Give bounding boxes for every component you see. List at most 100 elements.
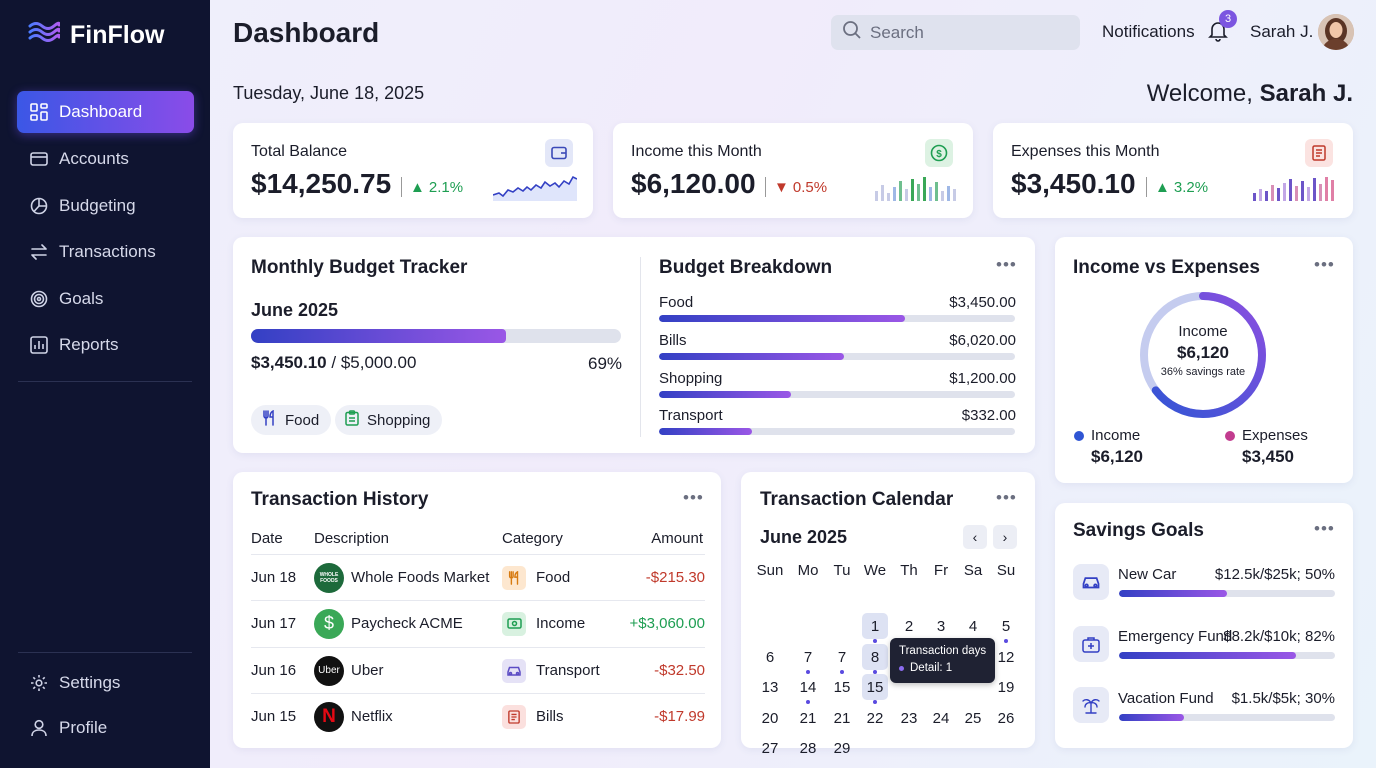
row-date: Jun 15 bbox=[251, 708, 297, 725]
more-menu-icon[interactable]: ••• bbox=[683, 488, 704, 507]
stat-divider bbox=[401, 177, 402, 197]
calendar-day[interactable]: 19 bbox=[997, 678, 1015, 696]
legend-label: Income bbox=[1091, 427, 1141, 444]
calendar-day[interactable]: 6 bbox=[765, 648, 775, 666]
calendar-day[interactable]: 15 bbox=[833, 678, 851, 696]
calendar-day[interactable]: 5 bbox=[1001, 617, 1011, 635]
more-menu-icon[interactable]: ••• bbox=[1314, 519, 1335, 538]
more-menu-icon[interactable]: ••• bbox=[996, 255, 1017, 274]
pie-icon bbox=[29, 196, 49, 216]
calendar-day[interactable]: 23 bbox=[900, 709, 918, 727]
tooltip-detail: Detail: 1 bbox=[910, 662, 953, 674]
budget-progress-fill bbox=[251, 329, 507, 343]
legend-value: $6,120 bbox=[1091, 447, 1143, 466]
tag-shopping[interactable]: Shopping bbox=[335, 405, 443, 435]
balance-sparkline bbox=[493, 175, 577, 201]
breakdown-bar bbox=[659, 353, 1015, 360]
cash-icon bbox=[502, 611, 526, 636]
sidebar-item-reports[interactable]: Reports bbox=[17, 324, 194, 366]
calendar-day[interactable]: 24 bbox=[932, 709, 950, 727]
sidebar-item-profile[interactable]: Profile bbox=[17, 707, 194, 749]
stat-card-expenses[interactable]: Expenses this Month $3,450.10 ▲ 3.2% bbox=[993, 123, 1353, 218]
sidebar-item-transactions[interactable]: Transactions bbox=[17, 231, 194, 273]
more-menu-icon[interactable]: ••• bbox=[1314, 255, 1335, 274]
sidebar-item-settings[interactable]: Settings bbox=[17, 662, 194, 704]
calendar-day[interactable]: 8 bbox=[862, 644, 888, 670]
transaction-dot bbox=[806, 700, 810, 704]
calendar-day[interactable]: 3 bbox=[936, 617, 946, 635]
calendar-day[interactable]: 7 bbox=[803, 648, 813, 666]
weekday-label: Sa bbox=[963, 561, 983, 579]
calendar-day[interactable]: 14 bbox=[799, 678, 817, 696]
table-row[interactable]: Jun 16 Uber Uber Transport -$32.50 bbox=[251, 647, 705, 693]
stat-change: ▼ 0.5% bbox=[774, 179, 827, 196]
table-row[interactable]: Jun 15 N Netflix Bills -$17.99 bbox=[251, 693, 705, 739]
user-name[interactable]: Sarah J. bbox=[1250, 22, 1314, 41]
calendar-day[interactable]: 21 bbox=[833, 709, 851, 727]
calendar-day[interactable]: 25 bbox=[964, 709, 982, 727]
car-icon bbox=[1073, 564, 1109, 600]
goal-progress-fill bbox=[1119, 714, 1184, 721]
chevron-left-icon[interactable]: ‹ bbox=[963, 525, 987, 549]
calendar-day[interactable]: 20 bbox=[761, 709, 779, 727]
goal-label: Vacation Fund bbox=[1118, 690, 1214, 707]
row-description: Netflix bbox=[351, 708, 393, 725]
stat-change-value: 2.1% bbox=[428, 179, 464, 196]
utensils-icon bbox=[502, 565, 526, 590]
calendar-day[interactable]: 29 bbox=[833, 739, 851, 757]
row-amount: +$3,060.00 bbox=[629, 615, 706, 632]
notifications-link[interactable]: Notifications bbox=[1102, 22, 1195, 41]
app-name: FinFlow bbox=[70, 21, 165, 49]
tag-food[interactable]: Food bbox=[251, 405, 332, 435]
goal-value: $8.2k/$10k; 82% bbox=[1223, 628, 1335, 645]
stat-card-income[interactable]: Income this Month $6,120.00 ▼ 0.5% $ bbox=[613, 123, 973, 218]
app-logo[interactable]: FinFlow bbox=[28, 20, 164, 51]
calendar-day[interactable]: 7 bbox=[837, 648, 847, 666]
receipt-icon bbox=[502, 704, 526, 729]
transaction-dot bbox=[873, 700, 877, 704]
calendar-day[interactable]: 4 bbox=[968, 617, 978, 635]
transaction-dot bbox=[806, 670, 810, 674]
report-icon bbox=[29, 335, 49, 355]
search-input[interactable]: Search bbox=[831, 15, 1080, 50]
palm-icon bbox=[1073, 687, 1109, 723]
sidebar-item-accounts[interactable]: Accounts bbox=[17, 138, 194, 180]
calendar-day[interactable]: 28 bbox=[799, 739, 817, 757]
table-row[interactable]: Jun 17 $ Paycheck ACME Income +$3,060.00 bbox=[251, 600, 705, 646]
calendar-day[interactable]: 21 bbox=[799, 709, 817, 727]
calendar-day[interactable]: 15 bbox=[862, 674, 888, 700]
calendar-day[interactable]: 12 bbox=[997, 648, 1015, 666]
chevron-right-icon[interactable]: › bbox=[993, 525, 1017, 549]
search-placeholder: Search bbox=[870, 22, 924, 42]
row-date: Jun 16 bbox=[251, 662, 297, 679]
row-amount: -$215.30 bbox=[645, 569, 705, 586]
calendar-day[interactable]: 26 bbox=[997, 709, 1015, 727]
transaction-dot bbox=[1004, 639, 1008, 643]
trend-down-icon: ▼ bbox=[774, 179, 789, 196]
receipt-icon bbox=[1305, 139, 1333, 167]
breakdown-fill bbox=[659, 315, 905, 322]
calendar-day[interactable]: 2 bbox=[904, 617, 914, 635]
sidebar-item-label: Settings bbox=[59, 673, 121, 692]
calendar-day[interactable]: 22 bbox=[866, 709, 884, 727]
column-header: Description bbox=[314, 530, 390, 547]
row-description: Whole Foods Market bbox=[351, 569, 490, 586]
sidebar-item-goals[interactable]: Goals bbox=[17, 278, 194, 320]
sidebar-item-budgeting[interactable]: Budgeting bbox=[17, 185, 194, 227]
calendar-day[interactable]: 13 bbox=[761, 678, 779, 696]
goal-progress-bar bbox=[1119, 652, 1335, 659]
stat-card-total-balance[interactable]: Total Balance $14,250.75 ▲ 2.1% bbox=[233, 123, 593, 218]
avatar[interactable] bbox=[1318, 14, 1354, 50]
user-icon bbox=[29, 718, 49, 738]
breakdown-amount: $6,020.00 bbox=[949, 332, 1016, 349]
table-row[interactable]: Jun 18 WHOLE FOODS Whole Foods Market Fo… bbox=[251, 554, 705, 600]
sidebar-item-dashboard[interactable]: Dashboard bbox=[17, 91, 194, 133]
column-header: Category bbox=[502, 530, 563, 547]
calendar-day[interactable]: 1 bbox=[862, 613, 888, 639]
breakdown-label: Food bbox=[659, 294, 694, 311]
row-category: Food bbox=[536, 569, 571, 586]
sidebar-item-label: Budgeting bbox=[59, 196, 136, 215]
calendar-day[interactable]: 27 bbox=[761, 739, 779, 757]
stat-value: $3,450.10 bbox=[1011, 168, 1136, 199]
more-menu-icon[interactable]: ••• bbox=[996, 488, 1017, 507]
